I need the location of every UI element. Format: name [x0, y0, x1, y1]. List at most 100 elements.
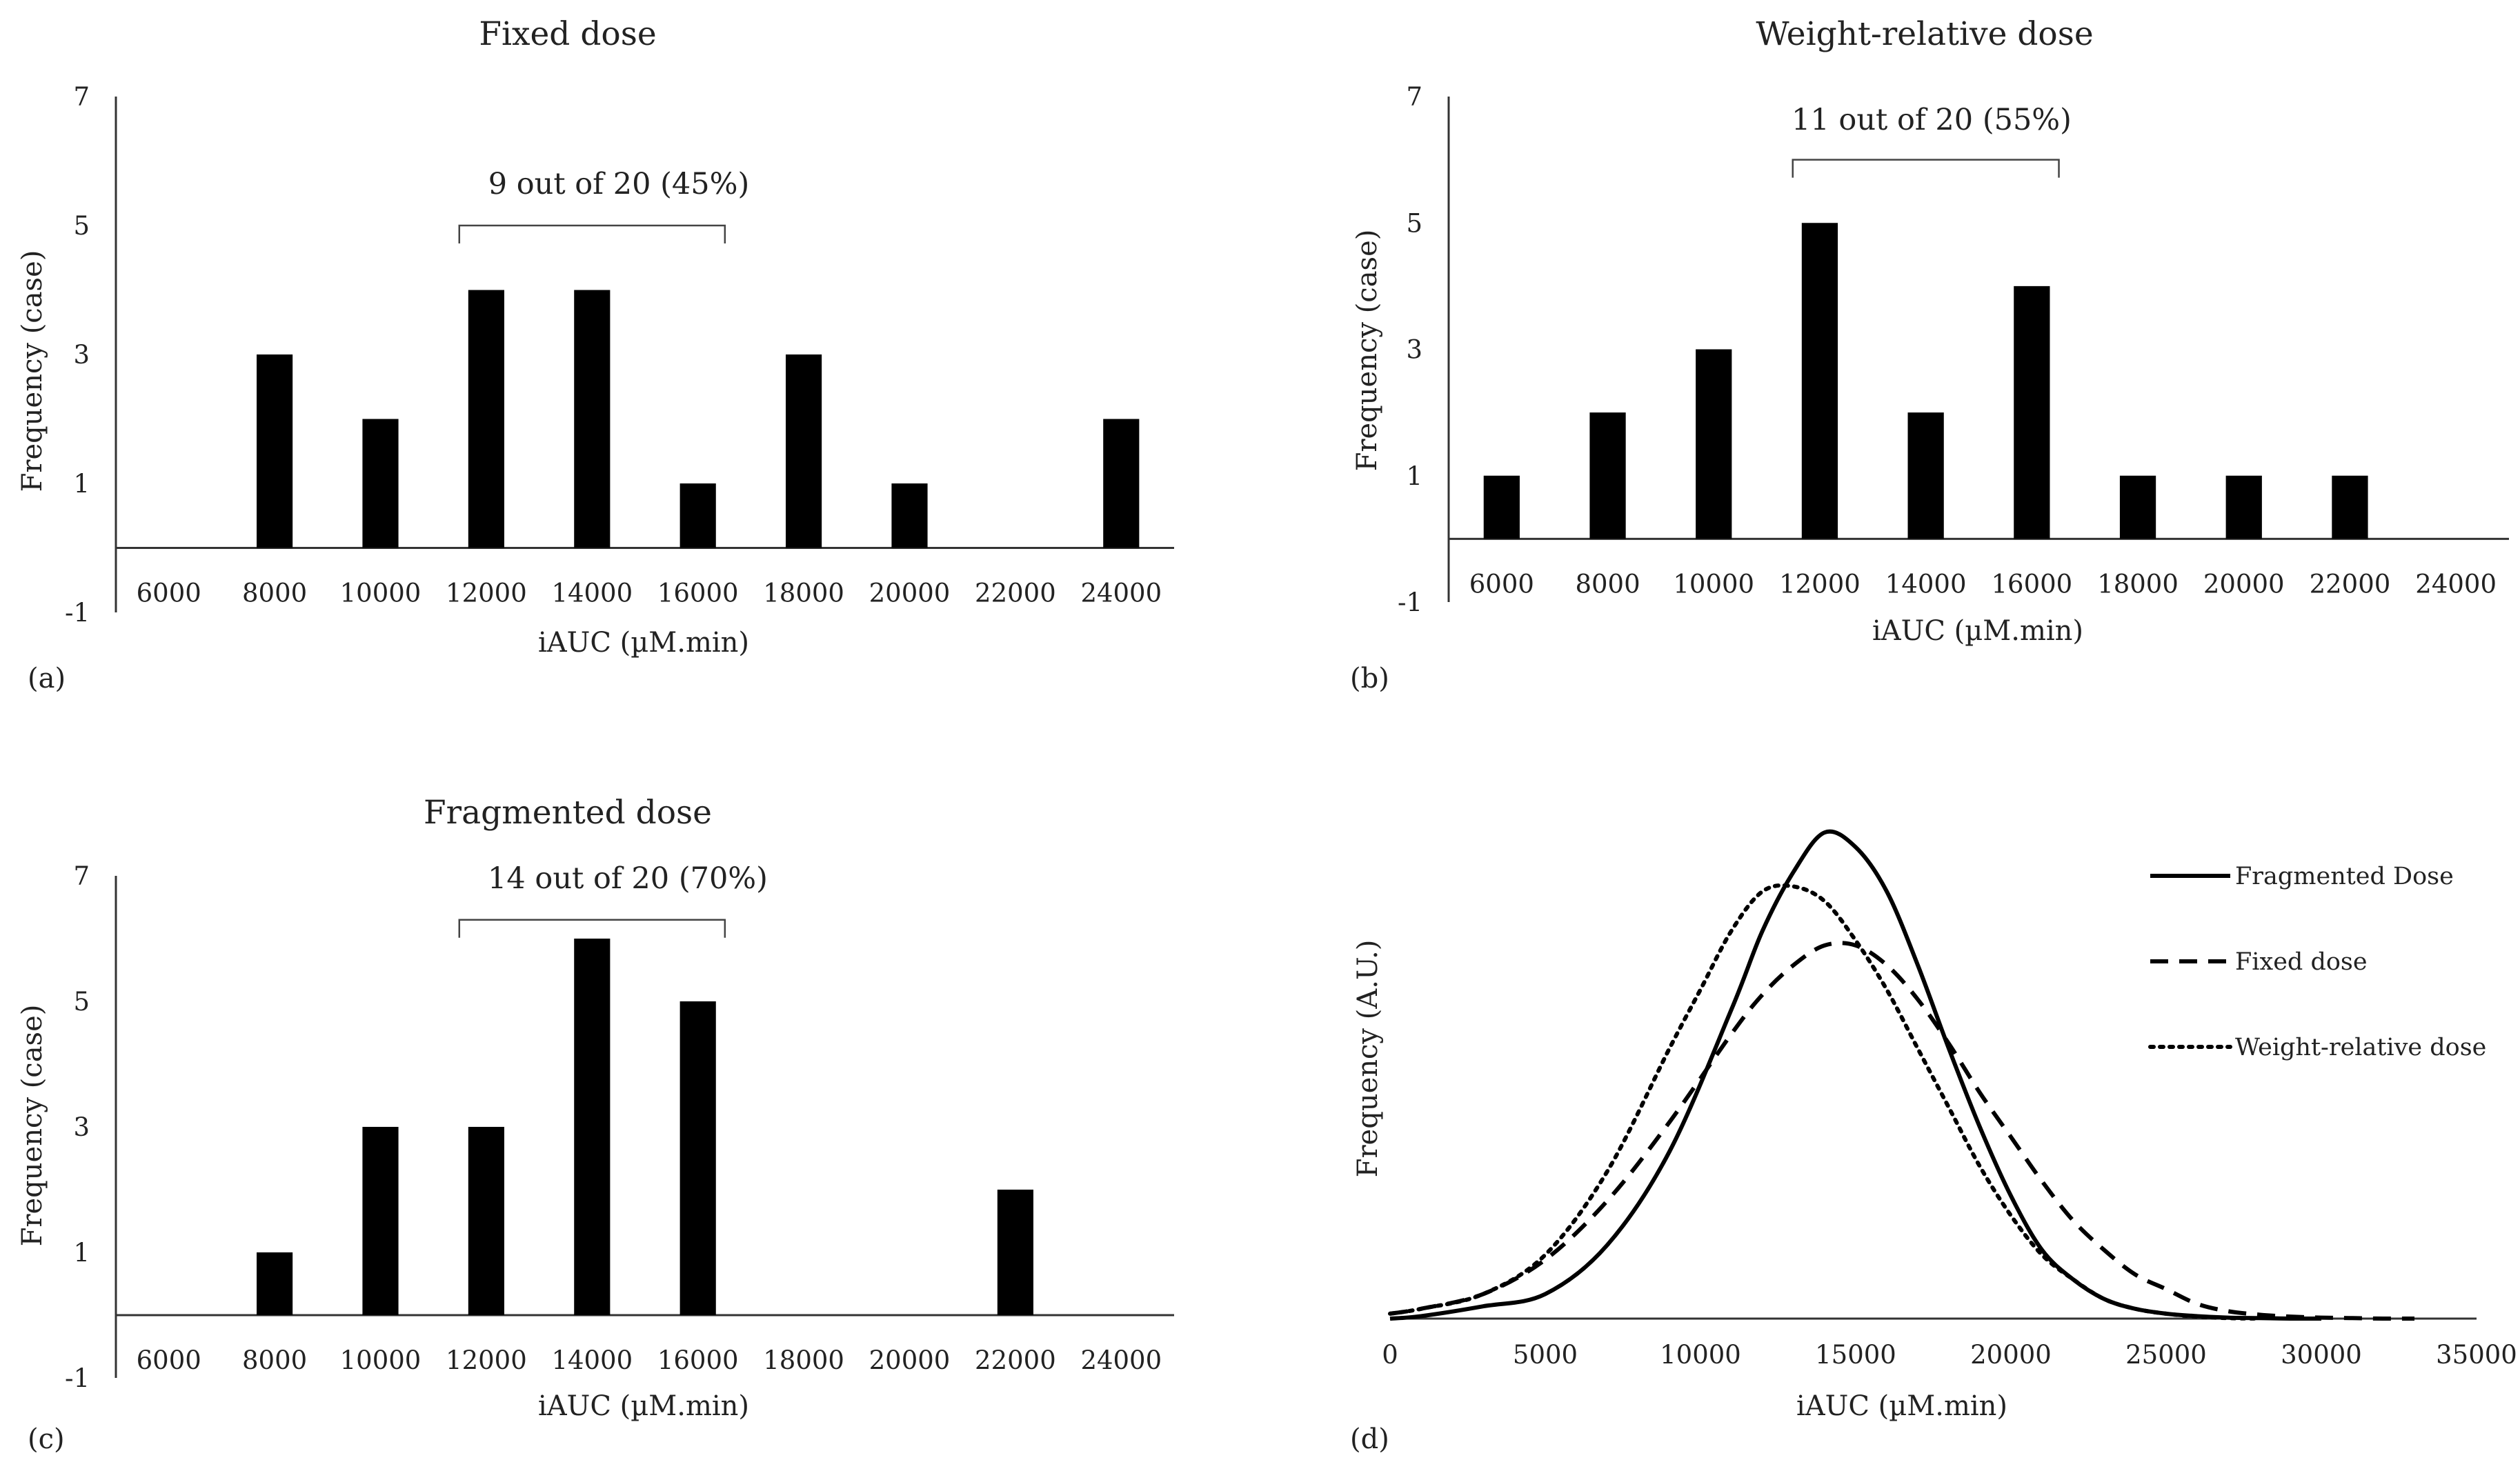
x-tick-label: 35000	[2436, 1340, 2517, 1370]
x-tick-label: 16000	[657, 1345, 739, 1375]
x-tick-label: 14000	[551, 579, 633, 608]
series-line-weight-relative-dose	[1388, 883, 2261, 1321]
bar-16000	[679, 483, 716, 548]
y-tick-label: 7	[73, 82, 90, 112]
bar-8000	[1589, 412, 1626, 539]
x-tick-label: 18000	[763, 1345, 844, 1375]
x-tick-label: 20000	[1970, 1340, 2052, 1370]
x-tick-label: 6000	[137, 1345, 201, 1375]
panel-d-legend: Fragmented Dose Fixed dose Weight-relative…	[2148, 863, 2486, 1061]
panel-c-label: (c)	[28, 1423, 65, 1455]
y-tick-label: 3	[73, 340, 90, 370]
series-line-fragmented-dose	[1389, 829, 2322, 1321]
x-tick-label: 10000	[340, 1345, 421, 1375]
bar-10000	[1696, 349, 1732, 539]
y-tick-label: 5	[73, 211, 90, 241]
x-tick-label: 22000	[2310, 569, 2391, 599]
y-tick-label: 7	[1406, 82, 1422, 112]
bar-6000	[1483, 475, 1520, 539]
series-line-fixed-dose	[1389, 941, 2415, 1321]
y-tick-label: 1	[1406, 461, 1422, 491]
x-tick-label: 10000	[340, 579, 421, 608]
legend-label: Fragmented Dose	[2235, 863, 2454, 890]
bar-10000	[362, 419, 399, 548]
panel-b-label: (b)	[1350, 663, 1389, 694]
bar-24000	[1103, 419, 1140, 548]
x-tick-label: 15000	[1815, 1340, 1896, 1370]
x-tick-label: 16000	[657, 579, 739, 608]
y-tick-label: 5	[73, 987, 90, 1017]
x-tick-label: 22000	[975, 579, 1056, 608]
bar-12000	[468, 1127, 504, 1315]
y-tick-label: -1	[1398, 588, 1422, 617]
panel-c-y-axis-label: Frequency (case)	[17, 1005, 48, 1247]
panel-b-y-axis-label: Frequency (case)	[1351, 230, 1383, 472]
y-tick-label: -1	[65, 598, 90, 628]
panel-a-y-axis-label: Frequency (case)	[17, 250, 48, 492]
x-tick-label: 20000	[869, 579, 951, 608]
panel-b-title: Weight-relative dose	[1756, 15, 2093, 53]
bar-16000	[679, 1001, 716, 1315]
panel-d-y-axis-label: Frequency (A.U.)	[1352, 940, 1384, 1178]
x-tick-label: 12000	[1779, 569, 1861, 599]
panel-c-annotation: 14 out of 20 (70%)	[488, 861, 768, 896]
panel-c-fragmented-dose: Fragmented dose iAUC (µM.min) Frequency …	[17, 794, 1174, 1455]
x-tick-label: 20000	[2203, 569, 2285, 599]
bar-22000	[2332, 475, 2368, 539]
x-tick-label: 0	[1382, 1340, 1398, 1370]
x-tick-label: 12000	[446, 1345, 527, 1375]
legend-label: Fixed dose	[2235, 948, 2368, 976]
annotation-bracket	[458, 224, 726, 243]
annotation-bracket	[1792, 159, 2060, 178]
panel-c-title: Fragmented dose	[424, 794, 712, 832]
bar-8000	[257, 354, 293, 548]
y-tick-label: 1	[73, 1238, 90, 1268]
bar-12000	[468, 290, 504, 548]
panel-a-x-axis-label: iAUC (µM.min)	[538, 627, 749, 659]
x-tick-label: 8000	[1575, 569, 1640, 599]
x-tick-label: 8000	[242, 1345, 307, 1375]
x-tick-label: 14000	[1885, 569, 1967, 599]
x-tick-label: 18000	[2097, 569, 2179, 599]
bar-10000	[362, 1127, 399, 1315]
x-tick-label: 18000	[763, 579, 844, 608]
bar-14000	[1907, 412, 1944, 539]
panel-d-distribution-curves: iAUC (µM.min) Frequency (A.U.) (d) Fragm…	[1350, 829, 2517, 1455]
panel-a-fixed-dose: Fixed dose iAUC (µM.min) Frequency (case…	[17, 15, 1174, 694]
x-tick-label: 6000	[137, 579, 201, 608]
y-tick-label: 3	[1406, 335, 1422, 365]
panel-b-weight-relative-dose: Weight-relative dose iAUC (µM.min) Frequ…	[1350, 15, 2509, 694]
x-tick-label: 12000	[446, 579, 527, 608]
bar-20000	[891, 483, 928, 548]
x-tick-label: 25000	[2125, 1340, 2207, 1370]
x-tick-label: 6000	[1469, 569, 1534, 599]
x-tick-label: 10000	[1673, 569, 1754, 599]
panel-b-annotation: 11 out of 20 (55%)	[1792, 103, 2072, 137]
panel-b-x-axis-label: iAUC (µM.min)	[1872, 615, 2083, 647]
panel-d-label: (d)	[1350, 1423, 1389, 1455]
bar-22000	[997, 1190, 1033, 1315]
bar-8000	[257, 1252, 293, 1315]
y-tick-label: 5	[1406, 208, 1422, 238]
x-tick-label: 22000	[975, 1345, 1056, 1375]
y-tick-label: 1	[73, 469, 90, 499]
x-tick-label: 24000	[1080, 1345, 1162, 1375]
panel-a-label: (a)	[28, 663, 66, 694]
bar-12000	[1801, 223, 1838, 539]
x-tick-label: 14000	[551, 1345, 633, 1375]
panel-a-title: Fixed dose	[479, 15, 656, 53]
x-tick-label: 16000	[1991, 569, 2072, 599]
x-tick-label: 10000	[1660, 1340, 1741, 1370]
x-tick-label: 24000	[2415, 569, 2497, 599]
bar-14000	[574, 290, 611, 548]
x-tick-label: 8000	[242, 579, 307, 608]
legend-label: Weight-relative dose	[2235, 1034, 2486, 1061]
x-tick-label: 20000	[869, 1345, 951, 1375]
x-tick-label: 5000	[1513, 1340, 1578, 1370]
bar-20000	[2225, 475, 2262, 539]
y-tick-label: -1	[65, 1363, 90, 1393]
y-tick-label: 7	[73, 861, 90, 891]
panel-c-x-axis-label: iAUC (µM.min)	[538, 1390, 749, 1422]
bar-14000	[574, 939, 611, 1315]
